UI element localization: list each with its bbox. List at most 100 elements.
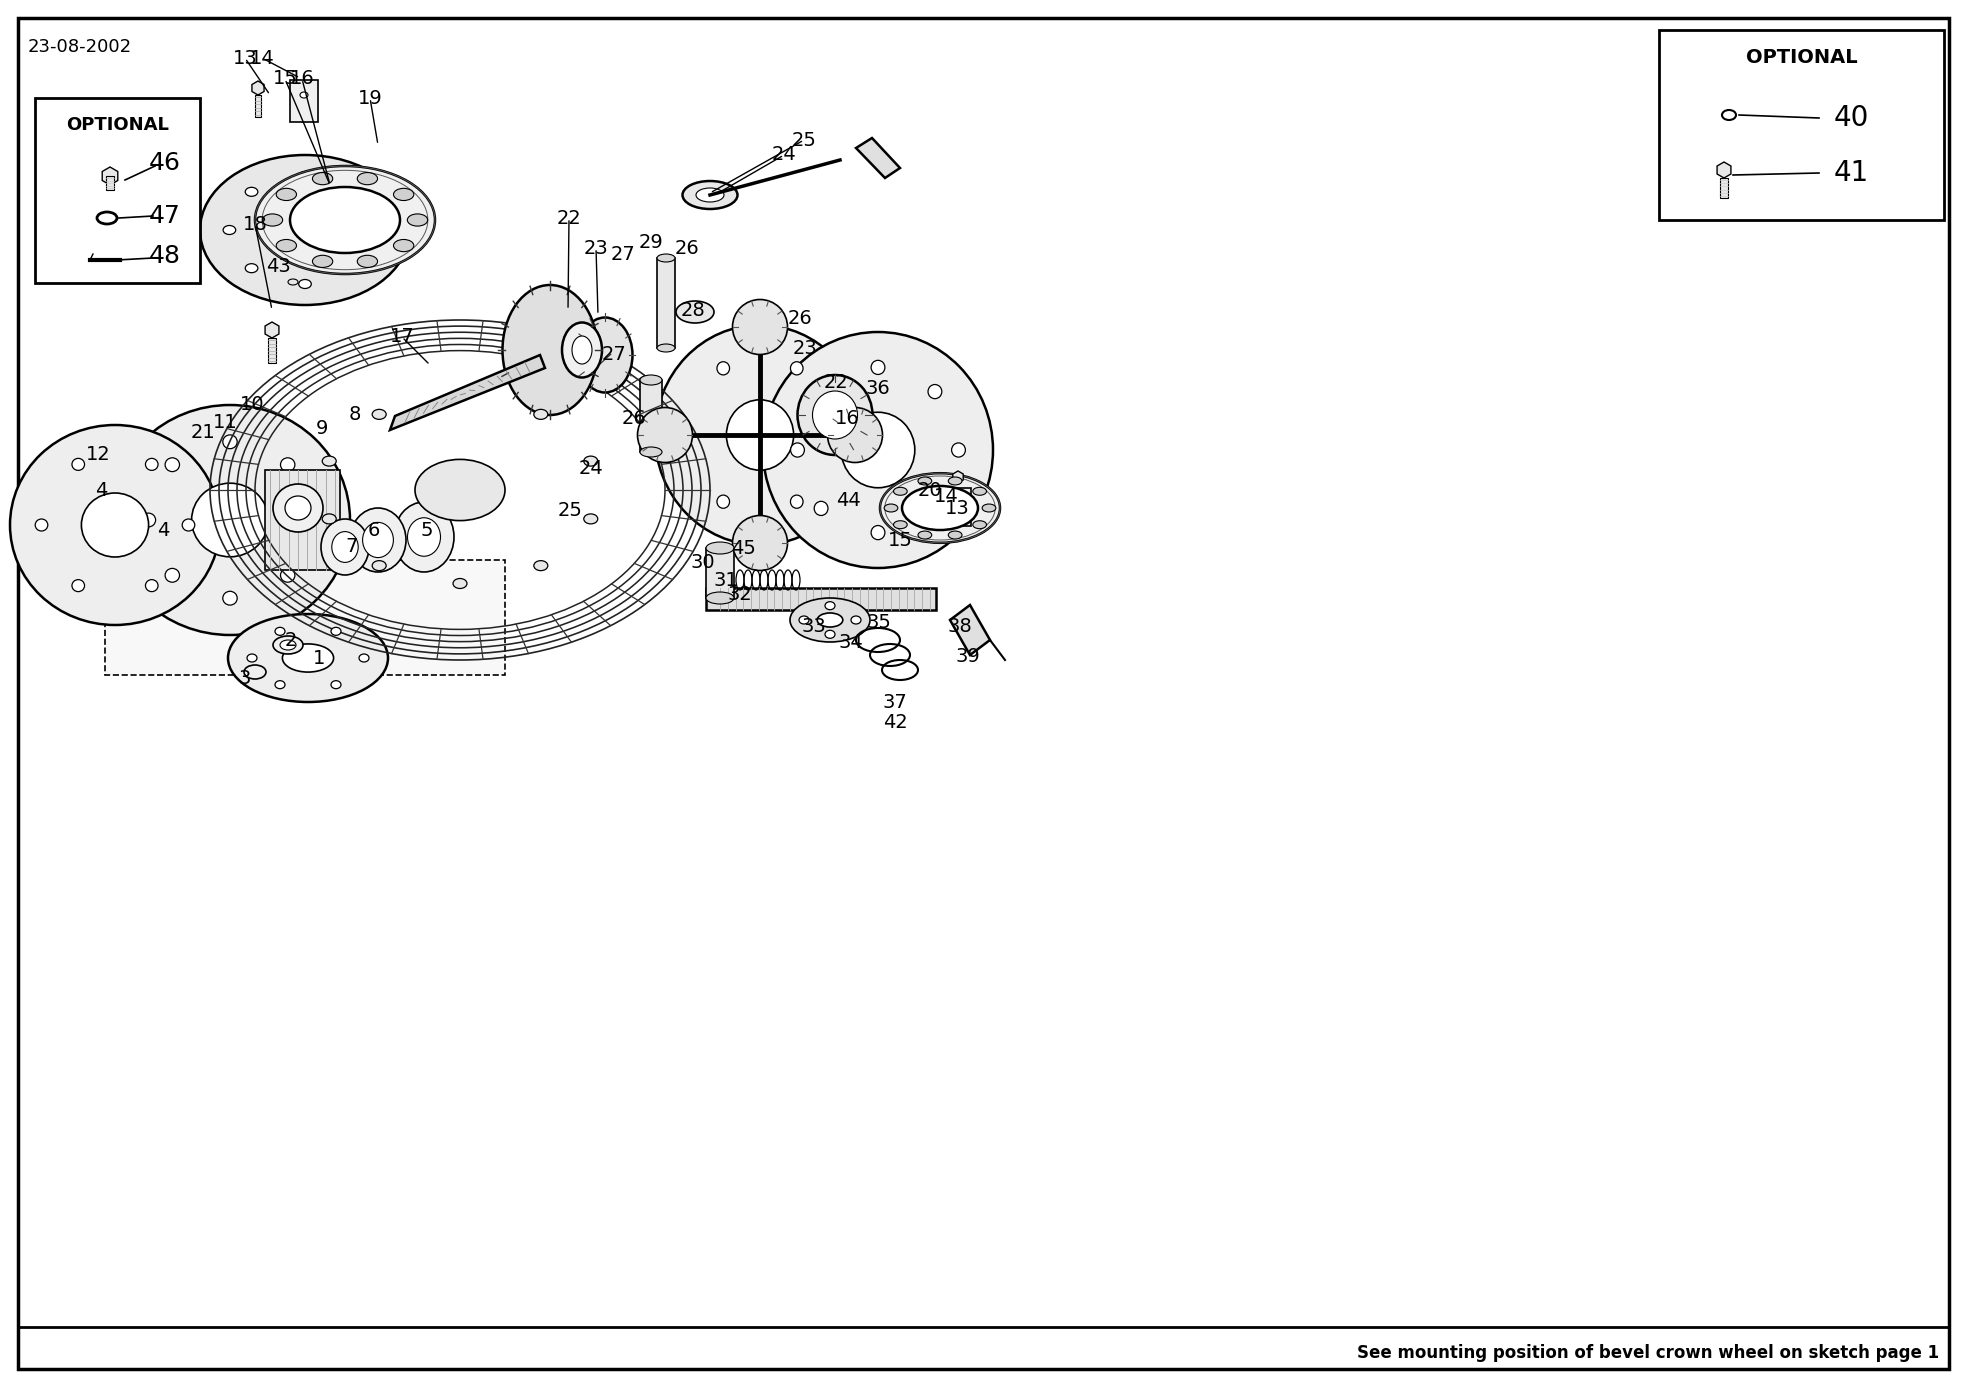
- Ellipse shape: [244, 664, 266, 680]
- Text: 21: 21: [191, 423, 214, 441]
- Ellipse shape: [677, 301, 714, 323]
- Polygon shape: [856, 137, 901, 178]
- Ellipse shape: [657, 254, 675, 262]
- Ellipse shape: [883, 503, 897, 512]
- Ellipse shape: [183, 519, 195, 531]
- Ellipse shape: [358, 255, 378, 268]
- Text: 46: 46: [149, 151, 181, 175]
- Ellipse shape: [919, 477, 932, 485]
- Text: 1: 1: [313, 649, 325, 669]
- Ellipse shape: [716, 362, 730, 374]
- Bar: [289, 80, 319, 122]
- Ellipse shape: [452, 578, 466, 588]
- Polygon shape: [950, 605, 989, 655]
- Text: 22: 22: [557, 208, 582, 227]
- Ellipse shape: [637, 408, 692, 462]
- Ellipse shape: [824, 630, 836, 638]
- Ellipse shape: [362, 523, 393, 558]
- Ellipse shape: [35, 519, 47, 531]
- Ellipse shape: [828, 408, 883, 462]
- Text: 18: 18: [242, 215, 268, 233]
- Ellipse shape: [919, 531, 932, 540]
- Ellipse shape: [842, 412, 915, 488]
- Ellipse shape: [332, 531, 358, 562]
- Text: 22: 22: [824, 373, 848, 391]
- Text: 7: 7: [346, 538, 358, 556]
- Text: 32: 32: [728, 585, 751, 605]
- Ellipse shape: [323, 515, 336, 524]
- Ellipse shape: [393, 502, 454, 571]
- Text: See mounting position of bevel crown wheel on sketch page 1: See mounting position of bevel crown whe…: [1357, 1344, 1939, 1362]
- Text: OPTIONAL: OPTIONAL: [67, 117, 169, 135]
- Ellipse shape: [299, 172, 311, 180]
- Text: 10: 10: [240, 395, 264, 415]
- Ellipse shape: [281, 569, 295, 583]
- Ellipse shape: [879, 473, 999, 542]
- Text: 36: 36: [865, 379, 891, 398]
- Ellipse shape: [903, 485, 978, 530]
- Ellipse shape: [974, 487, 987, 495]
- Ellipse shape: [246, 187, 258, 197]
- Polygon shape: [389, 355, 545, 430]
- Text: 25: 25: [791, 130, 816, 150]
- Polygon shape: [102, 166, 118, 184]
- Ellipse shape: [256, 166, 435, 275]
- Ellipse shape: [1721, 110, 1737, 121]
- Text: 40: 40: [1833, 104, 1869, 132]
- Ellipse shape: [639, 447, 663, 456]
- Ellipse shape: [246, 264, 258, 273]
- Ellipse shape: [273, 637, 303, 655]
- Ellipse shape: [578, 318, 633, 393]
- Ellipse shape: [73, 458, 85, 470]
- Ellipse shape: [814, 384, 828, 398]
- Ellipse shape: [273, 484, 323, 533]
- Text: 16: 16: [834, 409, 860, 429]
- Text: 12: 12: [87, 444, 110, 463]
- Text: OPTIONAL: OPTIONAL: [1745, 49, 1857, 67]
- Ellipse shape: [393, 240, 413, 251]
- Ellipse shape: [283, 644, 334, 673]
- Ellipse shape: [142, 513, 155, 527]
- Text: 47: 47: [149, 204, 181, 227]
- Bar: [106, 176, 114, 190]
- Text: 20: 20: [919, 480, 942, 499]
- Bar: [1719, 178, 1727, 198]
- Text: 26: 26: [622, 409, 647, 427]
- Text: 30: 30: [690, 553, 716, 573]
- Ellipse shape: [639, 374, 663, 386]
- Ellipse shape: [657, 344, 675, 352]
- Ellipse shape: [222, 226, 236, 234]
- Text: 45: 45: [730, 540, 755, 559]
- Text: 2: 2: [285, 631, 297, 651]
- Ellipse shape: [407, 517, 441, 556]
- Bar: [706, 548, 734, 598]
- Text: 31: 31: [714, 570, 738, 589]
- Ellipse shape: [228, 614, 387, 702]
- Ellipse shape: [358, 172, 378, 184]
- Ellipse shape: [763, 331, 993, 569]
- Text: 39: 39: [956, 646, 980, 666]
- Polygon shape: [952, 472, 964, 483]
- Text: 38: 38: [948, 616, 972, 635]
- Ellipse shape: [393, 189, 413, 201]
- Ellipse shape: [814, 501, 828, 516]
- Bar: [1658, 31, 1943, 221]
- Ellipse shape: [893, 487, 907, 495]
- Text: 13: 13: [944, 499, 970, 519]
- Ellipse shape: [948, 531, 962, 540]
- Text: 11: 11: [212, 412, 238, 431]
- Text: 24: 24: [578, 459, 604, 477]
- Ellipse shape: [352, 264, 364, 273]
- Bar: [639, 380, 663, 452]
- Text: 16: 16: [289, 69, 315, 89]
- Ellipse shape: [275, 681, 285, 689]
- Ellipse shape: [323, 456, 336, 466]
- Bar: [706, 588, 936, 610]
- Ellipse shape: [791, 442, 805, 458]
- Polygon shape: [252, 80, 264, 94]
- Ellipse shape: [372, 409, 386, 419]
- Text: 26: 26: [787, 308, 812, 327]
- Text: 14: 14: [250, 49, 273, 68]
- Text: 5: 5: [421, 520, 433, 540]
- Bar: [946, 488, 972, 526]
